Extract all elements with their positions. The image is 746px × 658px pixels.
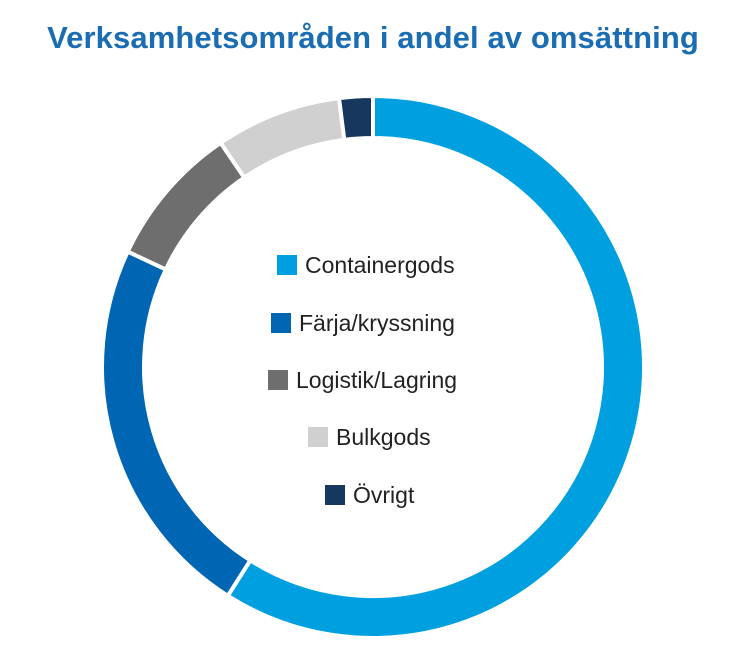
legend-label-bulkgods: Bulkgods: [336, 423, 431, 450]
legend-swatch-ovrigt: [325, 485, 345, 505]
legend-label-ovrigt: Övrigt: [353, 481, 415, 508]
donut-slice-farja-kryssning: [100, 248, 254, 599]
legend-item-logistik-lagring: Logistik/Lagring: [268, 363, 457, 397]
legend-label-farja-kryssning: Färja/kryssning: [299, 309, 455, 336]
donut-slice-logistik-lagring: [125, 140, 248, 273]
legend-label-containergods: Containergods: [305, 251, 455, 278]
legend-label-logistik-lagring: Logistik/Lagring: [296, 366, 458, 393]
legend-item-ovrigt: Övrigt: [325, 478, 414, 512]
legend-swatch-containergods: [277, 255, 297, 275]
legend-item-farja-kryssning: Färja/kryssning: [271, 306, 455, 340]
legend-item-containergods: Containergods: [277, 248, 455, 282]
donut-slice-ovrigt: [336, 93, 375, 143]
chart-title: Verksamhetsområden i andel av omsättning: [47, 20, 699, 55]
legend-item-bulkgods: Bulkgods: [308, 420, 431, 454]
donut-slice-containergods: [225, 93, 646, 640]
donut-slice-bulkgods: [217, 95, 347, 181]
legend-swatch-logistik-lagring: [268, 370, 288, 390]
legend-swatch-farja-kryssning: [271, 313, 291, 333]
legend-swatch-bulkgods: [308, 427, 328, 447]
